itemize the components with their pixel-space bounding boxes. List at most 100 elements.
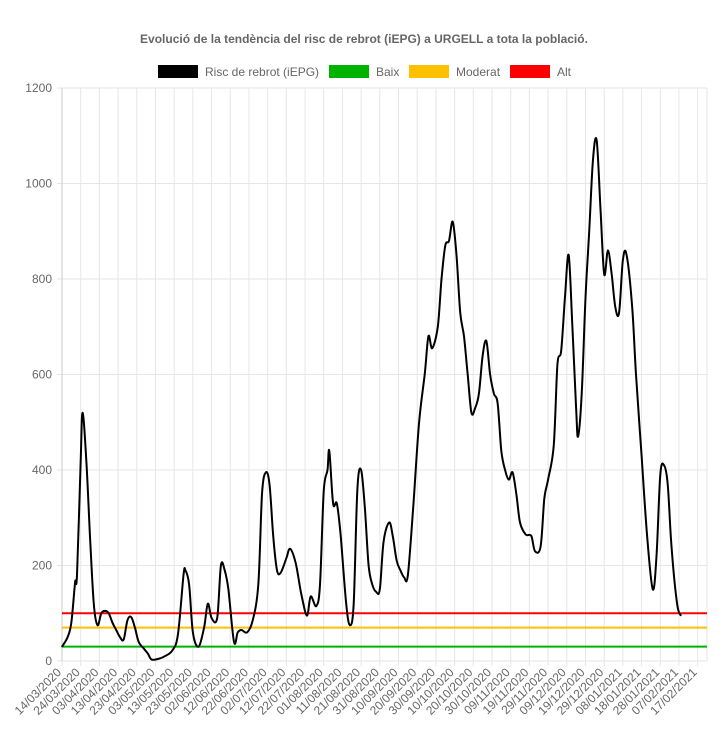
data-point: [575, 407, 577, 409]
data-point: [581, 393, 583, 395]
legend-item-baix[interactable]: Baix: [329, 65, 399, 79]
data-point: [470, 412, 473, 414]
data-point: [276, 569, 278, 571]
legend-swatch-baix: [329, 65, 369, 78]
data-point: [500, 450, 502, 452]
legend-item-moderat[interactable]: Moderat: [409, 65, 501, 79]
data-point: [382, 541, 385, 543]
data-point: [164, 655, 166, 657]
data-point: [388, 521, 390, 524]
data-point: [61, 646, 63, 648]
data-point: [323, 490, 325, 493]
data-point: [670, 545, 673, 548]
data-point: [599, 206, 602, 208]
y-tick-label: 1200: [25, 81, 52, 95]
x-gridlines: [61, 88, 708, 666]
data-point: [667, 483, 669, 485]
legend: Risc de rebrot (iEPG) Baix Moderat Alt: [158, 65, 572, 79]
data-point: [188, 584, 190, 586]
data-point: [306, 615, 308, 617]
data-point: [622, 259, 624, 261]
data-point: [455, 254, 458, 256]
data-point: [96, 624, 99, 626]
data-point: [216, 617, 218, 619]
data-point: [364, 507, 366, 509]
data-point: [80, 459, 82, 462]
y-tick-label: 200: [32, 559, 52, 573]
data-point: [197, 646, 200, 648]
data-point: [339, 533, 342, 536]
data-point: [171, 649, 173, 652]
data-point: [300, 593, 302, 595]
data-point: [93, 603, 95, 605]
data-point: [81, 412, 84, 414]
data-point: [119, 636, 121, 638]
data-point: [577, 435, 579, 438]
legend-label-alt: Alt: [557, 65, 572, 79]
data-point: [319, 584, 321, 586]
data-point: [220, 564, 222, 567]
data-point: [474, 407, 476, 409]
data-point: [289, 548, 291, 550]
data-point: [89, 536, 91, 538]
data-point: [76, 574, 78, 576]
data-point: [412, 502, 415, 505]
data-point: [240, 629, 243, 631]
data-point: [396, 560, 398, 562]
data-point: [349, 624, 351, 626]
data-point: [511, 471, 514, 473]
data-point: [556, 364, 559, 366]
data-point: [261, 493, 263, 495]
data-point: [592, 159, 594, 161]
data-point: [452, 221, 454, 223]
data-point: [618, 311, 620, 314]
data-point: [265, 471, 267, 473]
data-point: [353, 603, 355, 605]
data-point: [108, 612, 110, 614]
data-point: [530, 535, 532, 537]
data-point: [571, 326, 573, 328]
data-point: [104, 610, 106, 612]
series-points-iepg: [61, 139, 682, 661]
data-point: [345, 603, 347, 605]
data-point: [564, 297, 566, 299]
legend-item-iepg[interactable]: Risc de rebrot (iEPG): [158, 65, 319, 79]
data-point: [285, 557, 287, 559]
data-point: [596, 139, 598, 142]
data-point: [489, 373, 491, 376]
x-axis-tick-labels: 14/03/202024/03/202003/04/202013/04/2020…: [12, 665, 700, 718]
data-point: [543, 498, 545, 500]
y-tick-label: 1000: [25, 177, 52, 191]
data-point: [184, 569, 186, 571]
data-point: [207, 603, 209, 605]
data-point: [680, 615, 682, 617]
legend-label-baix: Baix: [376, 65, 399, 79]
data-point: [143, 648, 145, 650]
data-point: [560, 350, 562, 352]
data-point: [134, 626, 136, 629]
y-tick-label: 800: [32, 272, 52, 286]
data-point: [652, 588, 654, 590]
data-point: [663, 464, 665, 466]
data-point: [640, 455, 643, 457]
legend-item-alt[interactable]: Alt: [510, 65, 572, 79]
chart-title: Evolució de la tendència del risc de reb…: [140, 32, 588, 46]
data-point: [328, 450, 330, 452]
data-point: [210, 617, 213, 619]
data-point: [614, 307, 616, 309]
data-point: [371, 584, 373, 586]
data-point: [646, 536, 648, 538]
y-tick-label: 0: [45, 654, 52, 668]
data-point: [525, 533, 527, 536]
data-point: [158, 658, 160, 660]
data-point: [237, 631, 239, 633]
data-point: [74, 581, 76, 583]
data-point: [607, 249, 609, 251]
data-point: [540, 545, 542, 548]
data-point: [427, 335, 430, 337]
data-point: [659, 474, 661, 476]
data-point: [280, 572, 282, 574]
data-point: [224, 569, 226, 571]
data-point: [182, 574, 185, 576]
